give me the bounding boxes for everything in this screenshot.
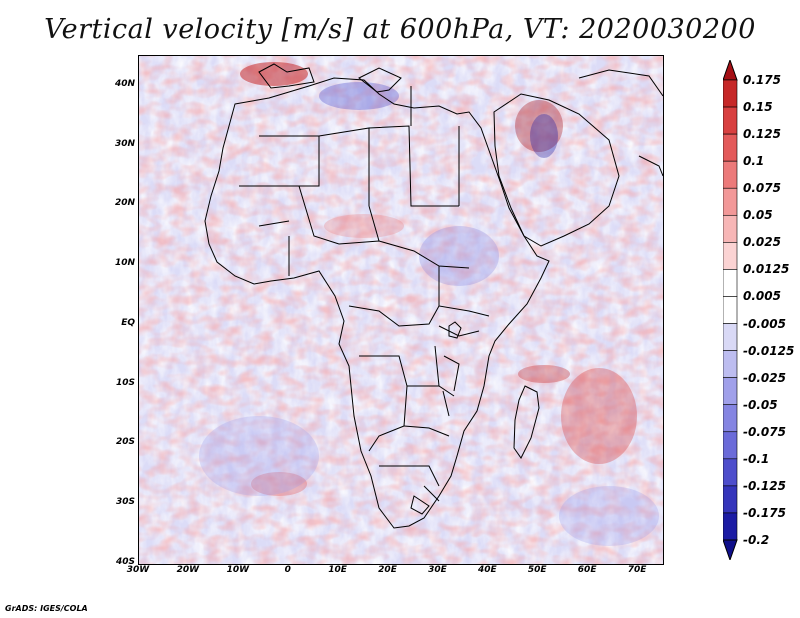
lat-label-30s: 30S [115, 497, 135, 508]
colorbar-label: 0.15 [743, 100, 773, 115]
colorbar-label: 0.005 [743, 289, 781, 304]
colorbar-segment [722, 377, 738, 406]
colorbar-label: -0.2 [743, 533, 770, 547]
strong-downdraft-regions [199, 82, 659, 546]
lon-label-60e: 60E [577, 565, 597, 575]
lon-label-70e: 70E [627, 565, 647, 575]
colorbar-label: -0.0125 [743, 343, 795, 358]
colorbar-segment [722, 296, 738, 324]
lat-label-10n: 10N [114, 258, 135, 269]
colorbar-segment [722, 431, 738, 460]
grads-credit: GrADS: IGES/COLA [5, 604, 88, 613]
colorbar-label: -0.005 [743, 316, 786, 331]
colorbar-segment [722, 458, 738, 487]
colorbar-label: 0.1 [743, 154, 765, 169]
lon-label-10w: 10W [226, 565, 250, 575]
lakes [434, 321, 462, 417]
lat-label-40s: 40S [115, 557, 135, 567]
colorbar-segment [722, 485, 738, 514]
coastlines-and-borders [204, 63, 663, 529]
velocity-field-map [139, 56, 663, 564]
lat-label-40n: 40N [114, 78, 135, 89]
colorbar-label: 0.05 [743, 208, 773, 223]
lon-label-10e: 10E [328, 565, 347, 575]
colorbar-segment [722, 187, 738, 216]
colorbar-segment [722, 106, 738, 135]
colorbar-label: 0.175 [743, 73, 781, 87]
lat-label-30n: 30N [114, 138, 135, 149]
colorbar-label: -0.175 [743, 505, 786, 520]
colorbar-label: 0.0125 [743, 262, 790, 277]
lon-label-20e: 20E [378, 565, 397, 575]
lon-label-0: 0 [284, 565, 291, 575]
lon-label-20w: 20W [176, 565, 200, 575]
colorbar [722, 58, 741, 564]
lon-label-40e: 40E [477, 565, 497, 575]
lon-label-30e: 30E [428, 565, 447, 575]
colorbar-segment [722, 214, 738, 243]
field-background [139, 56, 663, 564]
colorbar-label: 0.075 [743, 181, 781, 196]
colorbar-top-arrow [722, 58, 738, 81]
colorbar-label: 0.125 [743, 127, 781, 142]
strong-updraft-regions [240, 62, 637, 496]
lon-label-30w: 30W [126, 565, 150, 575]
colorbar-segment [722, 404, 738, 433]
map-plot-area[interactable] [138, 55, 664, 565]
colorbar-segment [722, 512, 738, 541]
colorbar-label: -0.025 [743, 370, 786, 385]
colorbar-label: 0.025 [743, 235, 781, 250]
colorbar-graphic [722, 58, 738, 562]
colorbar-label: -0.075 [743, 424, 786, 439]
lat-label-eq: EQ [121, 317, 135, 328]
colorbar-segment [722, 133, 738, 162]
lat-label-20n: 20N [114, 198, 135, 209]
map-title: Vertical velocity [m/s] at 600hPa, VT: 2… [44, 14, 756, 45]
colorbar-segment [722, 350, 738, 378]
colorbar-segment [722, 269, 738, 297]
colorbar-label: -0.125 [743, 478, 786, 493]
colorbar-segment [722, 242, 738, 270]
colorbar-label: -0.05 [743, 397, 778, 412]
colorbar-bottom-arrow [722, 539, 738, 562]
colorbar-label: -0.1 [743, 451, 770, 466]
colorbar-segment [722, 160, 738, 189]
lat-label-10s: 10S [115, 377, 135, 388]
colorbar-segment [722, 323, 738, 351]
colorbar-segment [722, 79, 738, 108]
lat-label-20s: 20S [115, 437, 135, 448]
lon-label-50e: 50E [527, 565, 547, 575]
